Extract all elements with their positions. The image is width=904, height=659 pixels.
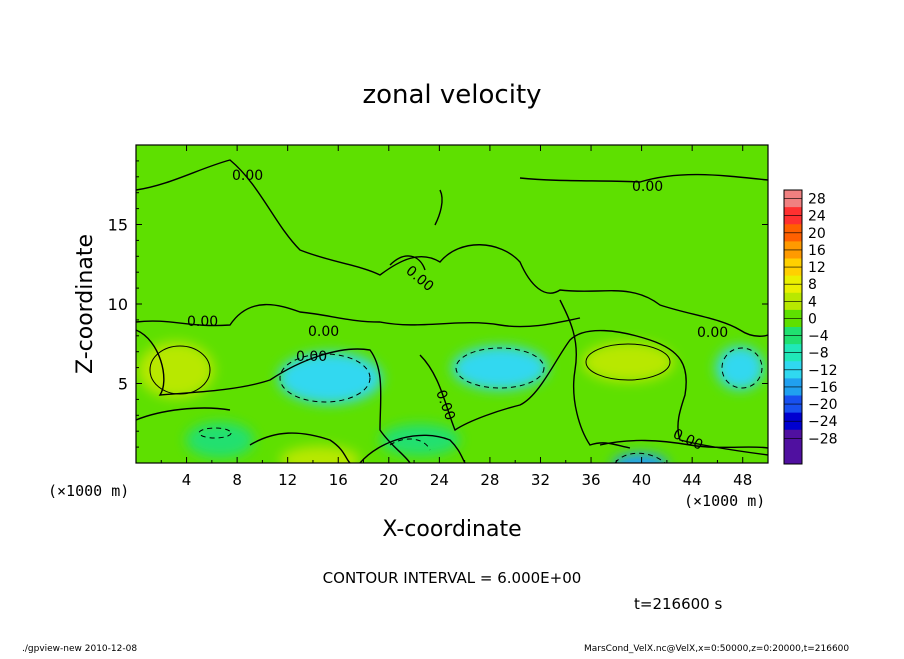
x-tick-label: 20 bbox=[379, 471, 398, 489]
plot-background bbox=[136, 145, 768, 463]
contour-label: 0.00 bbox=[296, 349, 327, 365]
x-tick-label: 44 bbox=[683, 471, 702, 489]
x-unit-left: (×1000 m) bbox=[48, 482, 129, 500]
y-tick-label: 5 bbox=[118, 375, 128, 394]
colorbar-label: 24 bbox=[808, 209, 826, 225]
y-tick-label: 15 bbox=[108, 216, 128, 235]
contour-dashed bbox=[198, 347, 763, 463]
footer-left: ./gpview-new 2010-12-08 bbox=[22, 644, 137, 654]
contour-label: 0.00 bbox=[632, 179, 663, 195]
contour-label: 0.00 bbox=[697, 325, 728, 341]
contour-negative bbox=[279, 353, 371, 403]
colorbar-label: 8 bbox=[808, 277, 817, 293]
colorbar-label: 12 bbox=[808, 260, 826, 276]
contour-negative bbox=[455, 347, 545, 389]
colorbar-label: 0 bbox=[808, 311, 817, 327]
colorbar-label: −20 bbox=[808, 397, 838, 413]
contour-label: 0.00 bbox=[308, 324, 339, 340]
contour-label: 0.00 bbox=[232, 168, 263, 184]
colorbar-label: 4 bbox=[808, 294, 817, 310]
contour-zero bbox=[519, 173, 768, 183]
x-tick-label: 16 bbox=[329, 471, 348, 489]
colorbar-label: −8 bbox=[808, 346, 829, 362]
time-label: t=216600 s bbox=[634, 595, 722, 613]
contour-zero bbox=[136, 159, 768, 337]
x-unit-right: (×1000 m) bbox=[684, 492, 765, 510]
field-feature bbox=[186, 422, 254, 458]
x-tick-label: 40 bbox=[632, 471, 651, 489]
colorbar-label: −16 bbox=[808, 380, 838, 396]
field-feature bbox=[280, 446, 360, 463]
x-tick-label: 28 bbox=[480, 471, 499, 489]
x-tick-label: 24 bbox=[430, 471, 449, 489]
contour-zero bbox=[599, 439, 768, 449]
x-axis-ticks: 4 8 12 16 20 24 28 32 36 40 44 48 bbox=[160, 145, 752, 489]
contour-zero bbox=[419, 329, 768, 456]
plot-area bbox=[136, 145, 768, 463]
x-tick-label: 32 bbox=[531, 471, 550, 489]
field-feature bbox=[278, 352, 382, 404]
x-tick-label: 4 bbox=[182, 471, 192, 489]
contour-negative bbox=[198, 427, 232, 439]
y-tick-label: 10 bbox=[108, 295, 128, 314]
field-features bbox=[138, 342, 764, 463]
field-feature bbox=[138, 342, 214, 398]
contour-zero bbox=[136, 303, 581, 328]
colorbar-label: −4 bbox=[808, 329, 829, 345]
colorbar-label: 28 bbox=[808, 192, 826, 208]
contour-zero bbox=[136, 407, 231, 421]
footer-right: MarsCond_VelX.nc@VelX,x=0:50000,z=0:2000… bbox=[584, 644, 849, 654]
contour-positive-line bbox=[149, 345, 211, 395]
contour-zero bbox=[434, 189, 443, 226]
x-tick-label: 8 bbox=[232, 471, 242, 489]
contour-zero bbox=[249, 432, 351, 463]
field-feature bbox=[452, 346, 548, 390]
colorbar-label: −12 bbox=[808, 363, 838, 379]
contour-label: 0.00 bbox=[187, 314, 218, 330]
contour-interval: CONTOUR INTERVAL = 6.000E+00 bbox=[323, 569, 582, 587]
field-feature bbox=[380, 424, 460, 456]
x-tick-label: 12 bbox=[278, 471, 297, 489]
y-axis-label: Z-coordinate bbox=[73, 234, 98, 374]
contour-negative bbox=[389, 438, 431, 451]
contour-positive bbox=[149, 343, 671, 395]
colorbar-label: −28 bbox=[808, 431, 838, 447]
contour-positive-line bbox=[585, 343, 671, 381]
x-axis-label: X-coordinate bbox=[382, 517, 521, 542]
colorbar-frame bbox=[783, 189, 803, 465]
x-tick-label: 36 bbox=[581, 471, 600, 489]
colorbar-label: 20 bbox=[808, 226, 826, 242]
x-tick-label: 48 bbox=[733, 471, 752, 489]
chart-title: zonal velocity bbox=[362, 80, 541, 110]
contour-zero bbox=[389, 255, 426, 271]
field-feature bbox=[582, 342, 674, 382]
contour-negative bbox=[721, 347, 763, 389]
field-feature bbox=[716, 346, 764, 390]
colorbar-swatch bbox=[784, 446, 802, 464]
contour-negative bbox=[614, 452, 666, 463]
contour-zero bbox=[359, 434, 466, 463]
colorbar-label: 16 bbox=[808, 243, 826, 259]
y-axis-ticks: 5 10 15 bbox=[108, 160, 768, 448]
colorbar-label: −24 bbox=[808, 414, 838, 430]
